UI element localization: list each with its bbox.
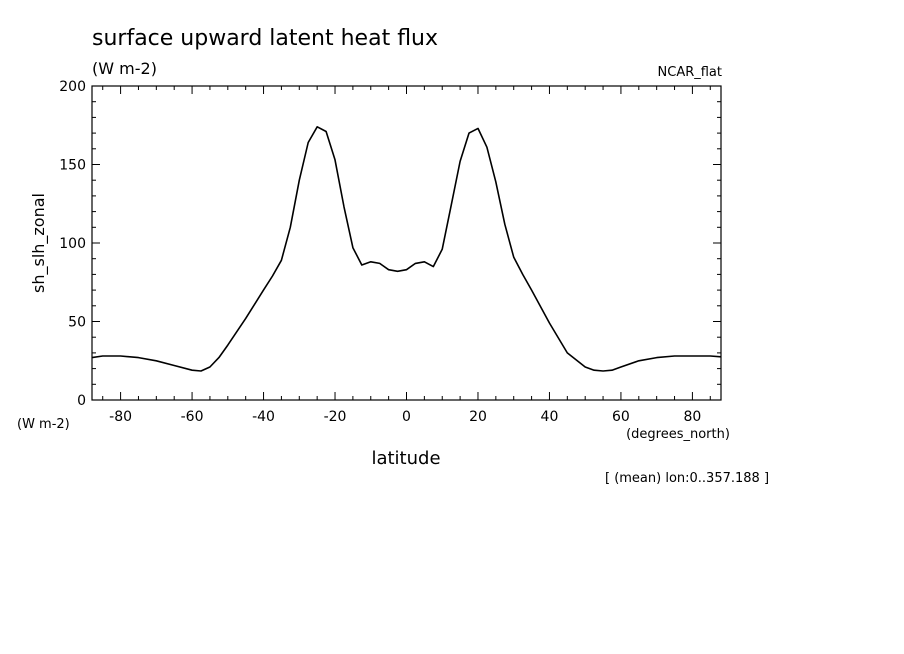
x-tick-label: -80 [109, 409, 132, 425]
x-axis-label: latitude [371, 448, 440, 469]
x-tick-labels: -80 -60 -40 -20 0 20 40 60 80 [109, 409, 701, 425]
y-tick-label: 100 [59, 236, 86, 252]
x-tick-label: -60 [181, 409, 204, 425]
x-axis-units: (degrees_north) [626, 427, 730, 442]
y-tick-label: 150 [59, 158, 86, 174]
chart-title: surface upward latent heat flux [92, 26, 438, 51]
y-tick-label: 200 [59, 79, 86, 95]
x-tick-label: 60 [612, 409, 630, 425]
axis-ticks [92, 85, 721, 401]
chart-units: (W m-2) [92, 59, 157, 78]
y-tick-label: 50 [68, 315, 86, 331]
y-axis-units: (W m-2) [17, 417, 70, 432]
x-tick-label: -20 [324, 409, 347, 425]
series-line [91, 126, 722, 372]
plot-frame [91, 85, 722, 401]
x-tick-label: -40 [252, 409, 275, 425]
y-tick-label: 0 [77, 393, 86, 409]
x-tick-label: 20 [469, 409, 487, 425]
x-tick-label: 80 [683, 409, 701, 425]
x-tick-label: 0 [402, 409, 411, 425]
y-tick-labels: 0 50 100 150 200 [59, 79, 86, 409]
dataset-label: NCAR_flat [658, 65, 722, 80]
y-axis-label: sh_slh_zonal [29, 193, 49, 293]
footnote: [ (mean) lon:0..357.188 ] [605, 471, 769, 486]
x-tick-label: 40 [541, 409, 559, 425]
